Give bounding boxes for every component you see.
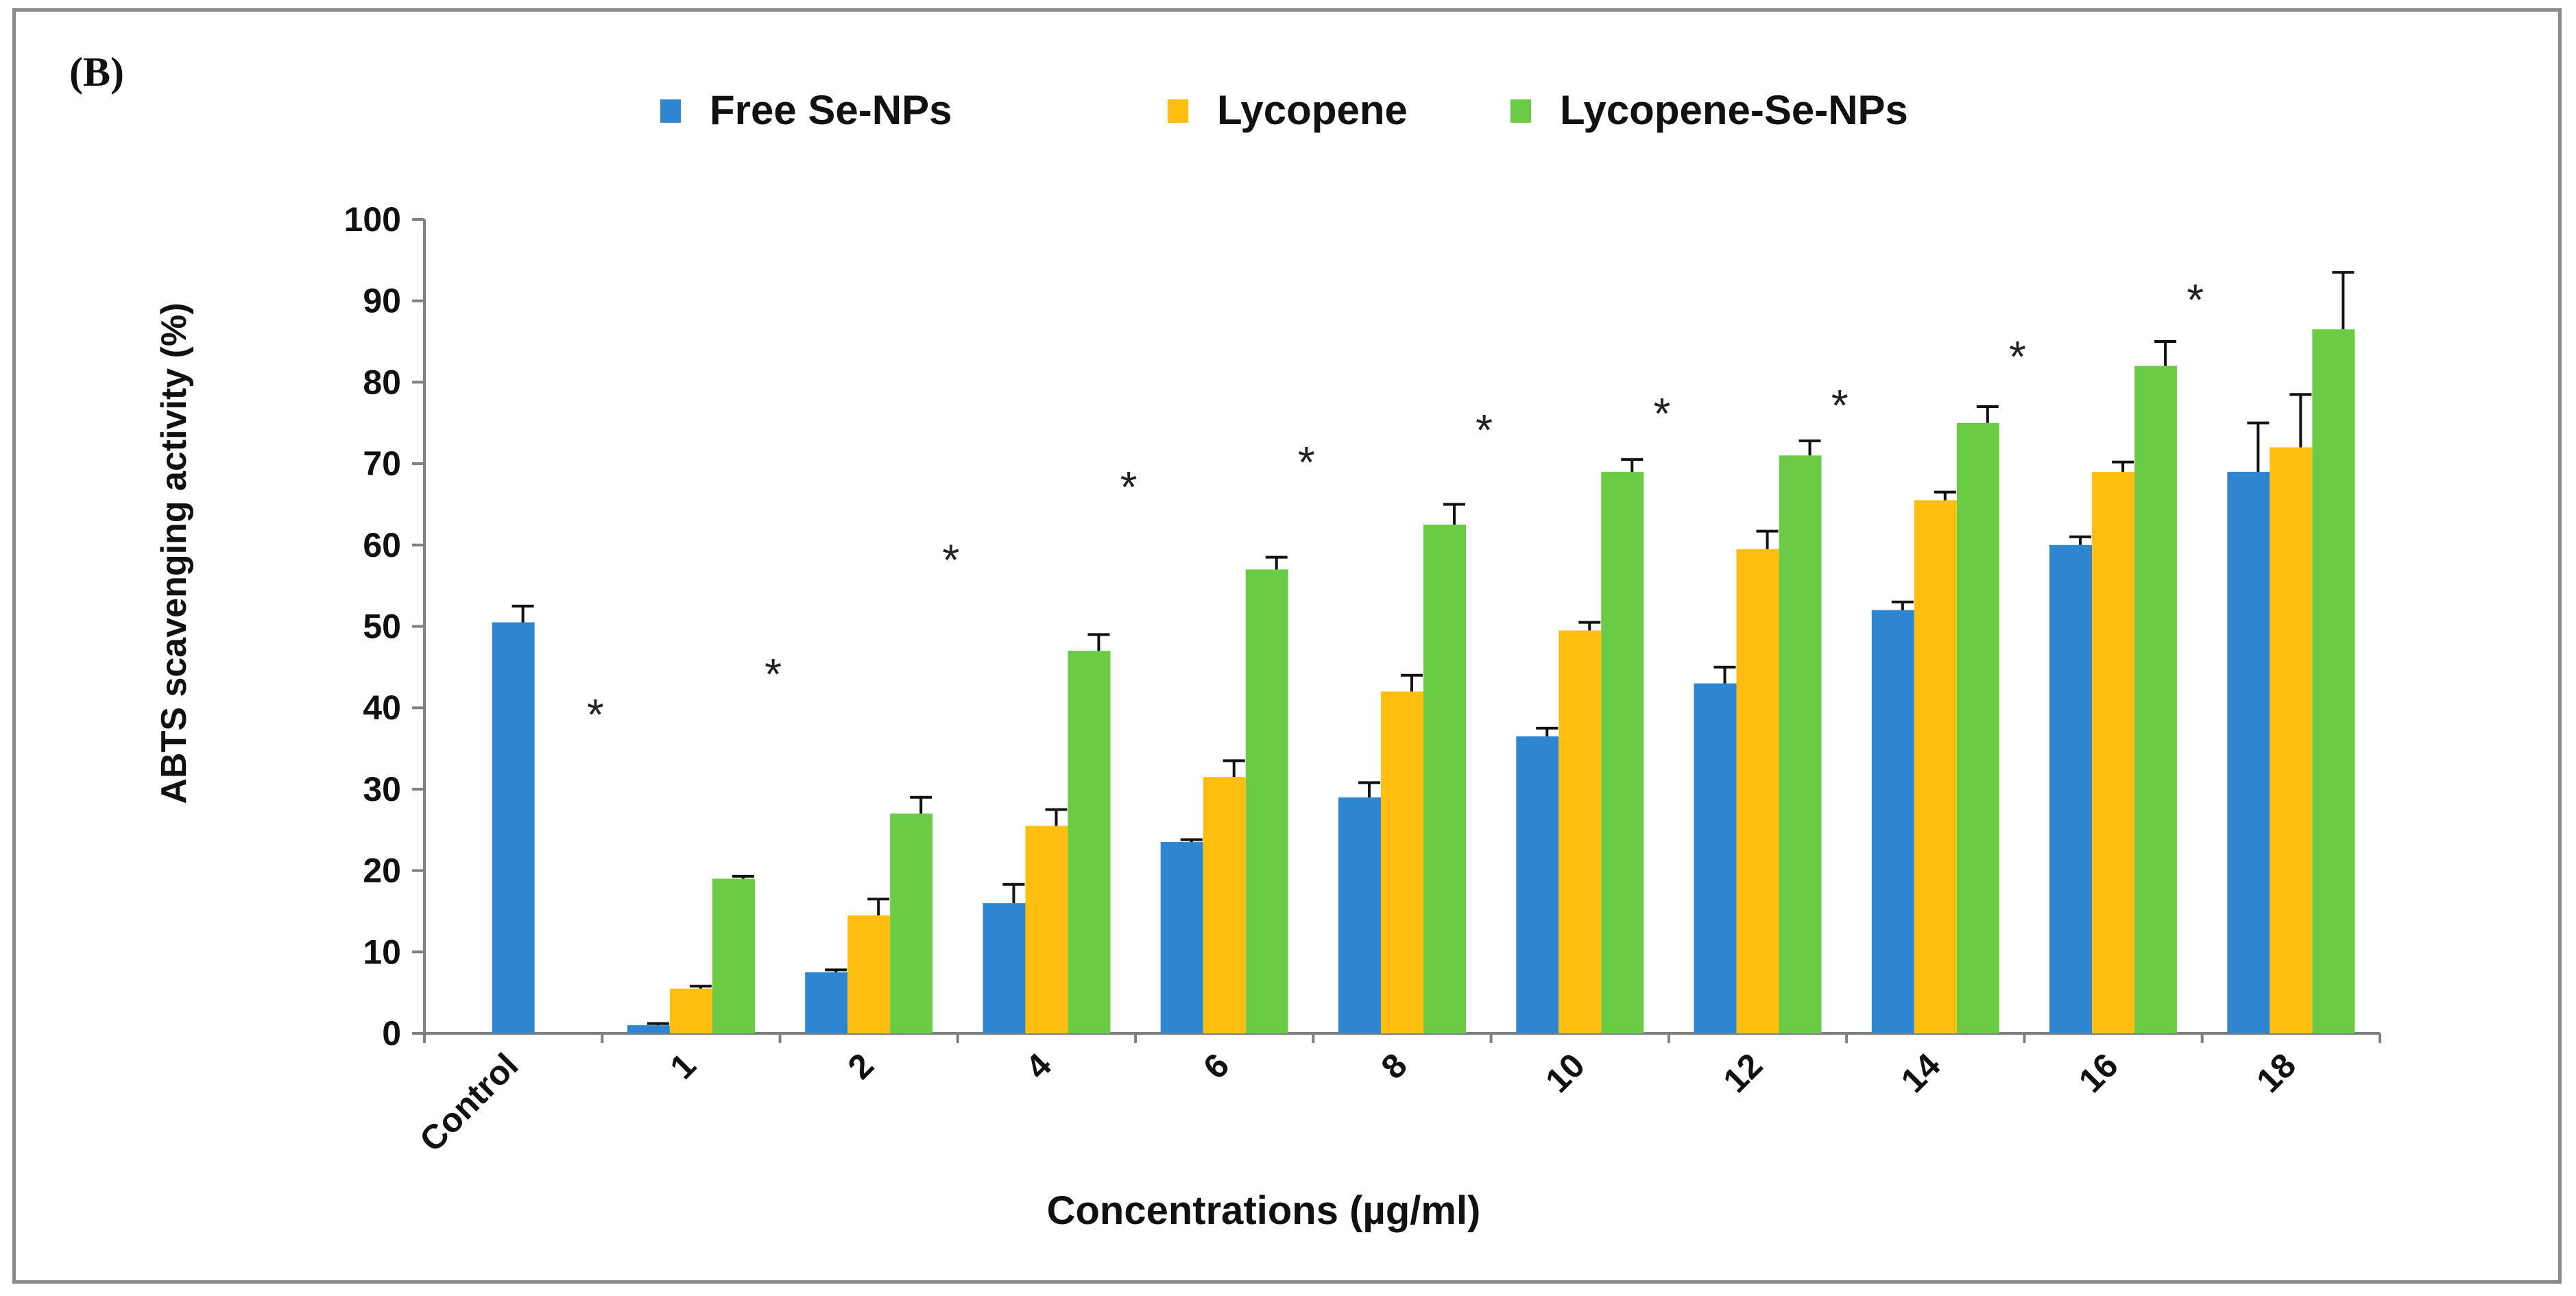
bar [1694,683,1737,1033]
y-tick-label: 30 [363,770,401,808]
y-tick-label: 70 [363,444,401,483]
bar [890,813,933,1033]
bar [983,903,1026,1033]
bar [2270,447,2313,1033]
x-tick-label: Control [412,1046,525,1159]
legend: Free Se-NPs Lycopene Lycopene-Se-NPs [660,87,1908,133]
bar [1736,549,1779,1033]
figure-frame: (B) Free Se-NPs Lycopene Lycopene-Se-NPs 0… [12,8,2562,1284]
x-axis: Control 1 2 4 6 8 10 12 14 16 18 [412,1032,2381,1159]
significance-star: * [1298,437,1315,487]
x-tick-label: 18 [2249,1046,2303,1100]
bar [712,878,755,1033]
y-tick-label: 50 [363,608,401,646]
bar [2312,329,2355,1033]
legend-swatch [660,99,681,123]
y-tick-label: 40 [363,688,401,727]
significance-star: * [1476,405,1493,455]
bar [847,915,891,1033]
legend-label: Lycopene-Se-NPs [1560,87,1908,133]
significance-star: * [2009,332,2026,381]
x-tick-label: 6 [1196,1046,1236,1086]
significance-star: * [765,649,782,699]
bar [1914,500,1957,1033]
x-tick-label: 14 [1894,1046,1948,1100]
x-tick-label: 8 [1374,1046,1415,1086]
y-axis: 0 10 20 30 40 50 60 70 80 90 100 [344,200,426,1053]
y-tick-label: 20 [363,852,401,890]
y-tick-label: 60 [363,526,401,564]
bar [1871,610,1914,1033]
significance-star: * [1120,462,1137,512]
y-tick-label: 10 [363,933,401,971]
bar [2227,471,2270,1033]
bar-chart: (B) Free Se-NPs Lycopene Lycopene-Se-NPs 0… [69,49,2381,1233]
error-bars [511,271,2355,1026]
bar [1068,651,1111,1033]
bar [2134,365,2178,1033]
bar [1160,842,1203,1033]
legend-swatch [1168,99,1188,123]
x-tick-label: 4 [1018,1046,1059,1086]
significance-star: * [942,536,959,585]
bar [1558,630,1602,1033]
bar [1601,471,1644,1033]
significance-star: * [587,690,604,739]
legend-swatch [1510,99,1531,123]
y-tick-label: 100 [344,200,401,239]
bar [1025,826,1068,1033]
y-tick-label: 0 [382,1014,401,1053]
significance-star: * [1831,381,1849,430]
bar [669,988,712,1033]
bar [1423,525,1466,1033]
bar [1245,569,1288,1033]
legend-label: Free Se-NPs [710,87,952,133]
significance-star: * [2187,275,2204,324]
bar [1338,797,1381,1033]
bar [1779,455,1822,1033]
significance-markers: * * * * * * * * * * [587,275,2204,739]
legend-label: Lycopene [1217,87,1408,133]
bar [805,972,848,1033]
bar [492,622,535,1033]
y-tick-label: 90 [363,282,401,320]
significance-star: * [1653,389,1670,438]
panel-label: (B) [69,49,124,95]
y-axis-title: ABTS scavenging activity (%) [154,302,194,804]
x-tick-label: 12 [1716,1046,1770,1100]
bars [492,329,2355,1033]
bar [2092,471,2135,1033]
x-tick-label: 1 [662,1046,703,1086]
x-tick-label: 16 [2071,1046,2126,1100]
y-tick-label: 80 [363,363,401,401]
x-axis-title: Concentrations (µg/ml) [1047,1188,1481,1233]
bar [1381,691,1423,1033]
bar [1203,777,1246,1033]
x-tick-label: 10 [1538,1046,1592,1100]
bar [1516,736,1559,1033]
x-tick-label: 2 [841,1046,881,1086]
bar [1956,422,1999,1033]
bar [627,1025,670,1033]
bar [2049,544,2093,1033]
